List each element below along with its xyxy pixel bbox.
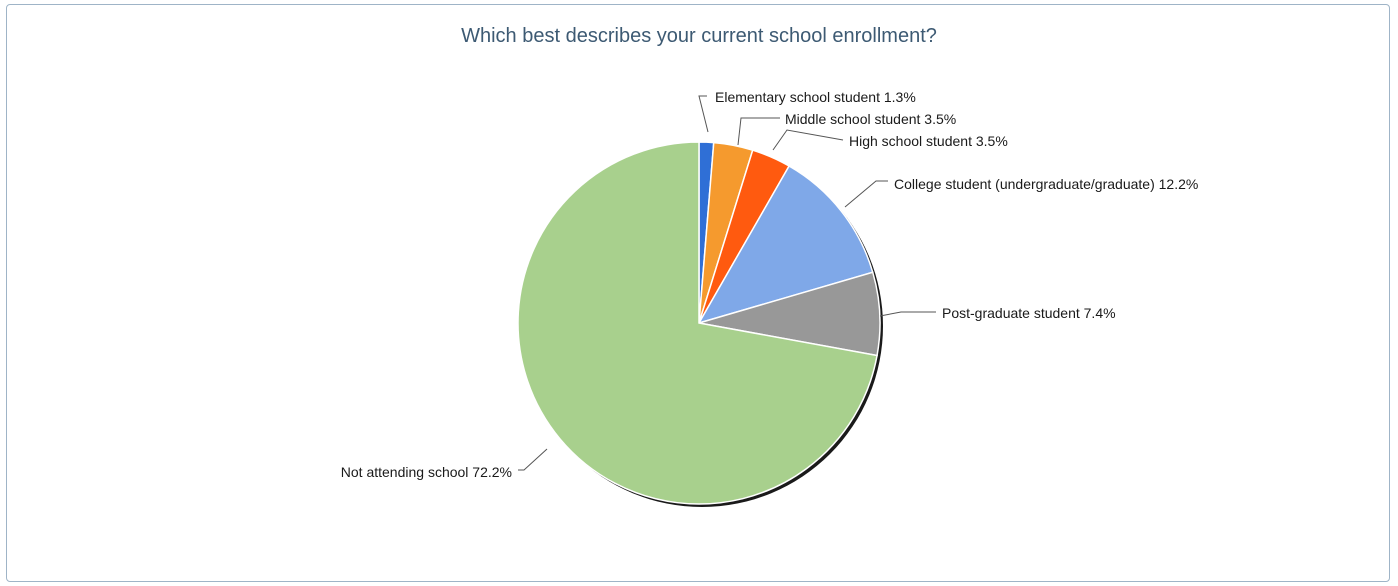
pie-slice-6	[517, 141, 878, 505]
pie-slice-4	[697, 164, 874, 325]
leader-line-5	[879, 311, 936, 317]
chart-title: Which best describes your current school…	[461, 25, 937, 47]
slice-label-6: Not attending school 72.2%	[341, 464, 512, 480]
slice-label-1: Elementary school student 1.3%	[715, 89, 916, 105]
leader-line-6	[518, 448, 548, 471]
leader-lines	[518, 95, 936, 471]
leader-line-3	[772, 129, 844, 151]
leader-line-1	[698, 95, 709, 133]
slice-label-3: High school student 3.5%	[849, 133, 1008, 149]
leader-line-2	[737, 117, 780, 146]
leader-line-4	[844, 180, 888, 208]
slice-label-2: Middle school student 3.5%	[785, 111, 956, 127]
slice-label-4: College student (undergraduate/graduate)…	[894, 176, 1198, 192]
pie-slices	[517, 141, 881, 505]
slice-label-5: Post-graduate student 7.4%	[942, 305, 1116, 321]
slice-labels: Elementary school student 1.3% Middle sch…	[341, 89, 1199, 480]
